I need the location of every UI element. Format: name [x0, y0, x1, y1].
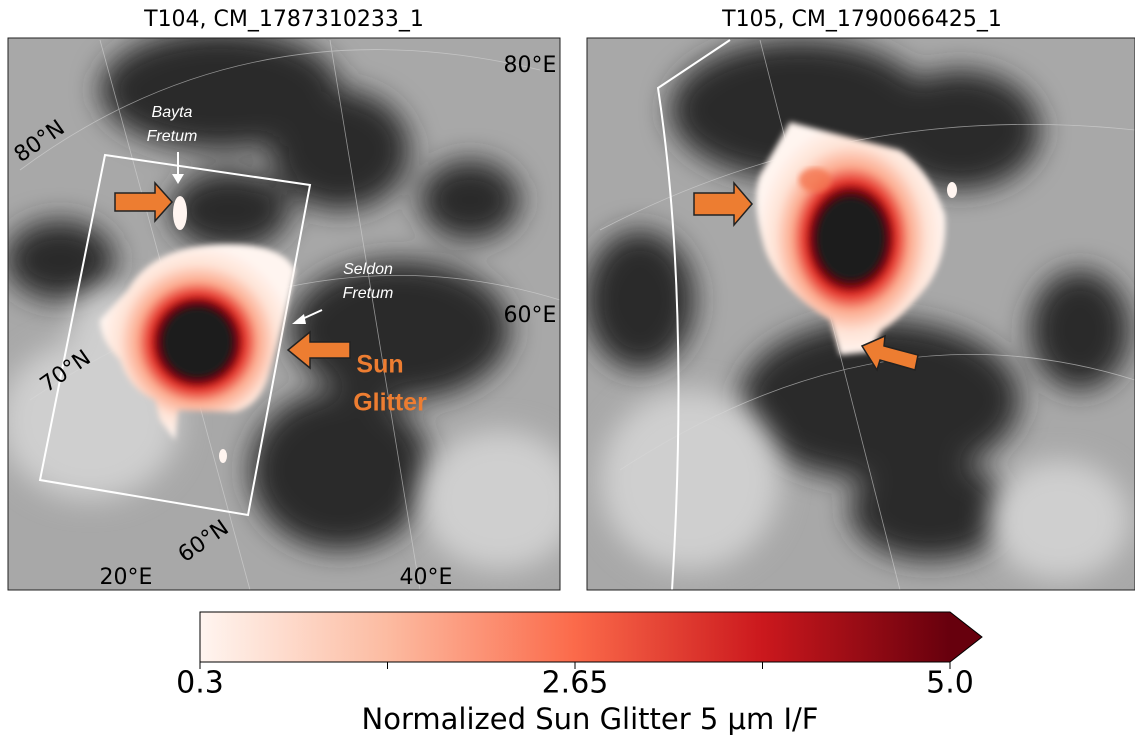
colorbar [200, 612, 982, 662]
panel-title: T105, CM_1790066425_1 [721, 7, 1002, 32]
feature-label: Seldon [343, 261, 393, 278]
panel-title: T104, CM_1787310233_1 [143, 7, 424, 32]
callout-label: Sun [356, 351, 403, 379]
lon-label: 40°E [400, 565, 453, 590]
map-right [585, 38, 1135, 590]
colorbar-tick-label: 5.0 [926, 666, 974, 701]
colorbar-label: Normalized Sun Glitter 5 μm I/F [362, 702, 819, 736]
figure: T104, CM_1787310233_1 T105, CM_179006642… [0, 0, 1135, 745]
lon-label: 60°E [504, 303, 557, 328]
feature-label: Fretum [147, 128, 198, 145]
colorbar-ramp [200, 612, 950, 662]
colorbar-tick-label: 0.3 [176, 666, 224, 701]
callout-label: Glitter [353, 389, 427, 417]
colorbar-tick-label: 2.65 [542, 666, 609, 701]
feature-label: Fretum [343, 285, 394, 302]
lon-label: 20°E [100, 565, 153, 590]
lon-label: 80°E [504, 53, 557, 78]
colorbar-extend [950, 612, 982, 662]
feature-label: Bayta [152, 104, 193, 121]
map-left [0, 30, 580, 590]
